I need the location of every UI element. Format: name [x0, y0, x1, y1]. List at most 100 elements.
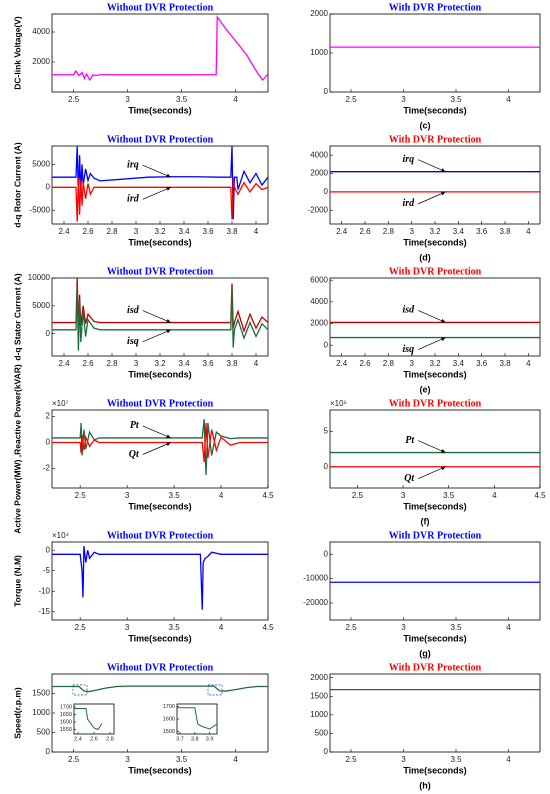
chart-title: With DVR Protection — [389, 134, 482, 145]
y-tick-label: -15 — [38, 607, 50, 616]
y-axis-label: d-q Rotor Current (A) — [12, 142, 22, 228]
y-tick-label: 2000 — [310, 319, 328, 328]
y-tick-label: 0 — [324, 87, 329, 96]
zoom-box — [72, 684, 88, 696]
y-axis-label: DC-link Voltage(V) — [12, 16, 22, 90]
label-arrow — [418, 440, 446, 453]
plot-area — [51, 541, 269, 621]
x-tick-label: 2.5 — [68, 755, 80, 764]
x-tick-label: 3.2 — [154, 227, 166, 236]
x-tick-label: 3.5 — [176, 95, 188, 104]
x-tick-label: 3.9 — [206, 736, 214, 742]
y-tick-label: 4000 — [310, 150, 328, 159]
x-tick-label: 3.2 — [429, 359, 441, 368]
y-tick-label: 1500 — [163, 729, 175, 735]
series-label: irq — [403, 154, 415, 165]
plot-area — [51, 409, 269, 489]
x-tick-label: 3.2 — [429, 227, 441, 236]
x-tick-label: 2.6 — [359, 227, 371, 236]
y-tick-label: 500 — [315, 729, 329, 738]
x-axis-label: Time(seconds) — [128, 237, 191, 247]
y-tick-label: 0 — [46, 438, 51, 447]
y-tick-label: -5000 — [30, 205, 51, 214]
series-label: isq — [127, 336, 139, 347]
x-tick-label: 3 — [125, 491, 130, 500]
y-tick-label: 1000 — [32, 708, 50, 717]
chart-title: Without DVR Protection — [107, 530, 214, 541]
x-tick-label: 2.8 — [383, 359, 395, 368]
x-tick-label: 2.8 — [106, 359, 118, 368]
y-tick-label: 1500 — [32, 689, 50, 698]
y-tick-label: 2000 — [310, 673, 328, 682]
plot-area — [51, 145, 269, 225]
x-axis-label: Time(seconds) — [403, 501, 466, 511]
x-tick-label: 2.4 — [74, 736, 82, 742]
x-tick-label: 2.5 — [68, 95, 80, 104]
series-line — [52, 419, 268, 476]
x-tick-label: 2.4 — [336, 227, 348, 236]
plot-area — [329, 277, 541, 357]
y-tick-label: 0 — [46, 182, 51, 191]
x-tick-label: 4 — [506, 623, 511, 632]
x-tick-label: 2.5 — [75, 623, 87, 632]
y-tick-label: 0 — [324, 747, 329, 756]
plot-area — [329, 409, 541, 489]
chart-title: Without DVR Protection — [107, 134, 214, 145]
y-tick-label: -10000 — [303, 574, 328, 583]
plot-area — [51, 13, 269, 93]
label-arrow — [142, 164, 171, 178]
y-tick-label: 1600 — [60, 719, 72, 725]
x-tick-label: 3.5 — [450, 95, 462, 104]
x-tick-label: 3.8 — [226, 227, 238, 236]
x-tick-label: 3.2 — [154, 359, 166, 368]
x-tick-label: 3 — [401, 95, 406, 104]
axis-exponent: ×10⁴ — [52, 531, 70, 540]
panel-label: (f) — [421, 516, 430, 526]
y-tick-label: -10 — [38, 586, 50, 595]
x-tick-label: 3.6 — [476, 227, 488, 236]
x-axis-label: Time(seconds) — [403, 765, 466, 775]
x-tick-label: 2.5 — [345, 623, 357, 632]
x-tick-label: 2.5 — [345, 755, 357, 764]
x-tick-label: 2.8 — [106, 736, 114, 742]
x-axis-label: Time(seconds) — [128, 369, 191, 379]
series-label: Qt — [129, 449, 140, 460]
x-tick-label: 3.6 — [202, 227, 214, 236]
x-tick-label: 3 — [125, 623, 130, 632]
chart-title: Without DVR Protection — [107, 398, 214, 409]
series-line — [52, 422, 268, 463]
panel-label: (e) — [420, 384, 431, 394]
y-tick-label: 4000 — [310, 297, 328, 306]
panel-label: (h) — [419, 780, 431, 790]
x-tick-label: 3 — [401, 755, 406, 764]
y-tick-label: 1700 — [163, 704, 175, 710]
x-tick-label: 2.5 — [345, 95, 357, 104]
y-tick-label: 1000 — [310, 48, 328, 57]
y-tick-label: 5000 — [32, 301, 50, 310]
y-tick-label: -2 — [43, 464, 51, 473]
panel-label: (d) — [419, 252, 431, 262]
x-tick-label: 3.5 — [176, 755, 188, 764]
y-tick-label: 0 — [46, 329, 51, 338]
y-tick-label: 1700 — [60, 704, 72, 710]
x-tick-label: 4.5 — [262, 623, 274, 632]
y-tick-label: 1600 — [163, 716, 175, 722]
y-axis-label: d-q Stator Current (A) — [12, 273, 22, 361]
x-tick-label: 4 — [506, 95, 511, 104]
y-tick-label: 6000 — [310, 275, 328, 284]
x-tick-label: 2.8 — [383, 227, 395, 236]
x-tick-label: 4 — [219, 623, 224, 632]
x-tick-label: 3.6 — [202, 359, 214, 368]
x-tick-label: 3.8 — [191, 736, 199, 742]
x-tick-label: 3.5 — [443, 491, 455, 500]
label-arrow — [142, 425, 171, 439]
x-tick-label: 3.5 — [450, 755, 462, 764]
x-axis-label: Time(seconds) — [128, 633, 191, 643]
x-tick-label: 3.4 — [453, 359, 465, 368]
x-tick-label: 3 — [125, 755, 130, 764]
x-tick-label: 2.5 — [352, 491, 364, 500]
x-tick-label: 2.5 — [75, 491, 87, 500]
chart-title: Without DVR Protection — [107, 266, 214, 277]
x-tick-label: 3 — [409, 227, 414, 236]
